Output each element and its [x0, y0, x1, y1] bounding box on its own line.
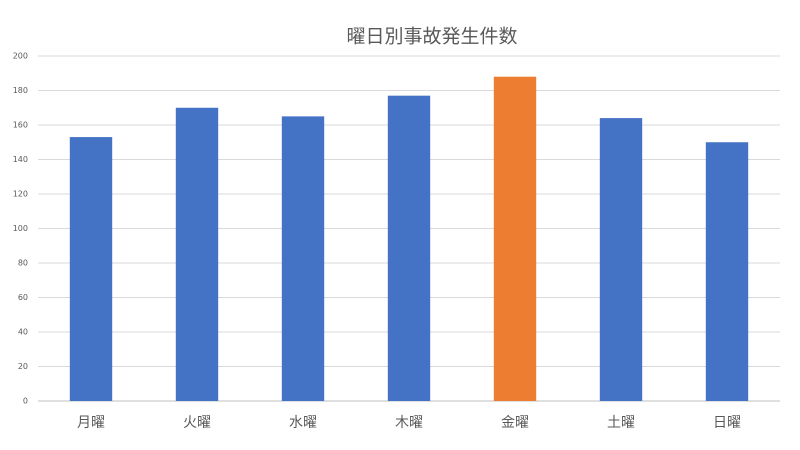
bar: [175, 107, 219, 401]
y-tick-label: 20: [18, 362, 28, 371]
x-tick-label: 金曜: [501, 415, 529, 431]
x-tick-label: 土曜: [607, 415, 635, 431]
y-tick-label: 60: [18, 293, 28, 302]
y-tick-label: 120: [13, 190, 28, 199]
x-tick-label: 日曜: [713, 415, 741, 431]
y-tick-label: 40: [18, 328, 28, 337]
bar: [493, 76, 537, 401]
x-tick-label: 木曜: [395, 415, 423, 431]
x-tick-label: 月曜: [77, 415, 105, 431]
bar: [599, 118, 643, 401]
chart-title: 曜日別事故発生件数: [346, 26, 517, 48]
y-tick-label: 100: [13, 224, 28, 233]
bar: [705, 142, 749, 401]
x-tick-label: 水曜: [289, 415, 317, 431]
bar: [69, 137, 113, 401]
y-tick-label: 80: [18, 259, 28, 268]
y-tick-label: 0: [23, 397, 28, 406]
bar: [281, 116, 325, 401]
bar: [387, 95, 431, 402]
y-tick-label: 140: [13, 155, 28, 164]
y-tick-label: 180: [13, 86, 28, 95]
y-tick-label: 160: [13, 121, 28, 130]
y-tick-label: 200: [13, 52, 28, 61]
x-tick-label: 火曜: [183, 415, 211, 431]
